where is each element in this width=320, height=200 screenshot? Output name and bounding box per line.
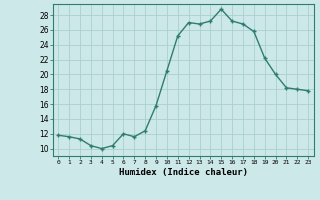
- X-axis label: Humidex (Indice chaleur): Humidex (Indice chaleur): [119, 168, 248, 177]
